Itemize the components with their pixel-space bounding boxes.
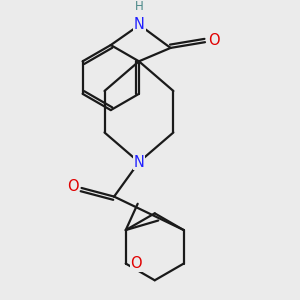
Text: O: O [67,178,79,194]
Text: N: N [134,17,145,32]
Text: H: H [135,0,144,13]
Text: O: O [208,33,219,48]
Text: N: N [134,154,144,169]
Text: O: O [130,256,142,271]
